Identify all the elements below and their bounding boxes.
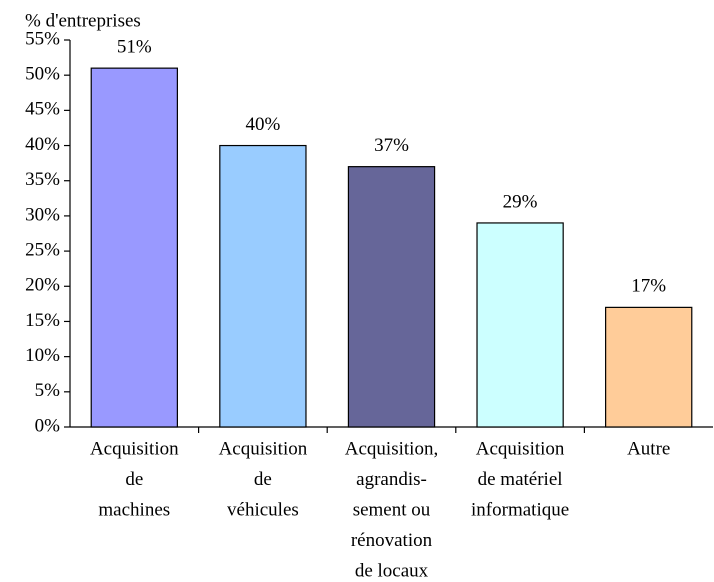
y-tick-label: 40% (25, 134, 60, 155)
bar (90, 67, 178, 428)
value-label: 17% (631, 276, 666, 297)
y-tick-label: 35% (25, 169, 60, 190)
y-tick-label: 5% (35, 380, 61, 401)
x-tick-label: de (254, 469, 272, 490)
x-tick-label: de matériel (478, 469, 563, 490)
value-label: 40% (245, 114, 280, 135)
x-tick-label: Acquisition (476, 438, 565, 459)
value-label: 37% (374, 135, 409, 156)
y-axis-label: % d'entreprises (25, 10, 141, 31)
x-tick-label: véhicules (227, 499, 299, 520)
value-label: 51% (117, 37, 152, 58)
x-tick-label: machines (98, 499, 170, 520)
y-tick-label: 45% (25, 99, 60, 120)
bar (605, 306, 693, 428)
x-tick-label: Autre (627, 438, 670, 459)
y-tick-label: 50% (25, 64, 60, 85)
x-tick-label: agrandis- (356, 469, 427, 490)
x-tick-label: Acquisition, (345, 438, 438, 459)
x-tick-label: sement ou (353, 499, 431, 520)
y-tick-label: 0% (35, 415, 61, 436)
y-tick-label: 15% (25, 310, 60, 331)
x-tick-label: rénovation (351, 530, 433, 551)
bar (219, 144, 307, 428)
y-tick-label: 20% (25, 275, 60, 296)
x-tick-label: de (125, 469, 143, 490)
bar (347, 166, 436, 428)
y-tick-label: 55% (25, 28, 60, 49)
y-tick-label: 25% (25, 239, 60, 260)
value-label: 29% (503, 191, 538, 212)
x-tick-label: Acquisition (219, 438, 308, 459)
bar (476, 222, 564, 428)
x-tick-label: Acquisition (90, 438, 179, 459)
x-tick-label: de locaux (355, 560, 429, 581)
x-tick-label: informatique (471, 499, 569, 520)
y-tick-label: 10% (25, 345, 60, 366)
y-tick-label: 30% (25, 204, 60, 225)
